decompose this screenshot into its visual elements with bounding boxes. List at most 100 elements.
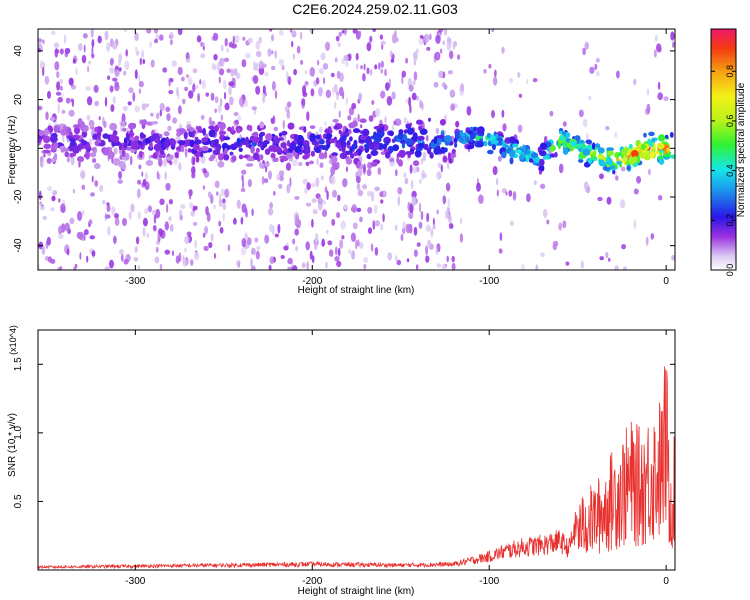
noise-cell [155,112,160,120]
colorbar-tick-label: 0.4 [725,164,735,177]
noise-cell [141,103,147,111]
ridge-cell [412,160,420,167]
ridge-cell [640,143,646,151]
noise-cell [654,34,658,42]
noise-cell [123,70,127,76]
noise-cell [351,204,358,213]
ridge-cell [405,123,411,129]
colorbar-tick-label: 0.8 [725,65,735,78]
noise-cell [165,182,171,191]
noise-cell [42,66,45,77]
ridge-cell [208,125,215,130]
noise-cell [311,218,314,228]
noise-cell [119,249,124,255]
noise-cell [47,256,52,263]
noise-cell [142,217,148,227]
noise-cell [309,250,313,260]
noise-cell [90,29,94,38]
ridge-cell [365,136,372,143]
ridge-cell [332,164,339,171]
noise-cell [154,38,158,44]
ridge-cell [398,149,406,158]
noise-cell [341,235,345,240]
ridge-cell [391,138,396,144]
noise-cell [255,250,260,260]
noise-cell [165,106,171,113]
snr-xlabel: Height of straight line (km) [298,586,415,597]
noise-cell [384,116,387,124]
noise-cell [291,30,297,38]
noise-cell [57,96,63,103]
noise-cell [314,232,319,243]
noise-cell [619,199,626,209]
ridge-cell [522,144,526,152]
noise-cell [304,81,309,86]
ridge-cell [353,151,359,157]
ridge-cell [534,157,540,163]
noise-cell [271,65,276,71]
ridge-cell [316,134,321,140]
noise-cell [39,205,45,211]
noise-cell [178,162,182,171]
ridge-cell [264,148,271,155]
ridge-cell [465,136,470,143]
noise-cell [406,258,410,263]
noise-cell [355,52,359,61]
spectrogram-frame [37,28,676,271]
noise-cell [374,64,378,70]
noise-cell [155,246,159,253]
ridge-cell [607,150,614,156]
noise-cell [40,161,43,167]
noise-cell [380,223,384,231]
noise-cell [277,223,281,234]
noise-cell [139,57,142,66]
noise-cell [336,90,340,97]
ridge-cell [303,126,307,133]
ridge-cell [325,133,332,140]
noise-cell [289,177,292,187]
ridge-cell [270,153,276,159]
ridge-cell [318,152,325,160]
ridge-cell [415,147,423,152]
noise-cell [448,214,452,224]
noise-cell [106,204,111,212]
noise-cell [648,168,651,176]
noise-cell [540,252,545,258]
ridge-cell [38,138,42,144]
ridge-cell [633,155,638,163]
noise-cell [295,245,299,252]
noise-cell [60,48,64,55]
noise-cell [240,216,244,225]
noise-cell [141,171,144,177]
noise-cell [171,60,177,67]
noise-cell [397,187,403,195]
ridge-cell [125,152,130,161]
noise-cell [169,224,174,232]
noise-cell [425,224,431,232]
ridge-cell [231,155,237,162]
ridge-cell [73,126,81,135]
ridge-cell [155,151,159,155]
noise-cell [192,221,198,226]
noise-cell [68,77,74,86]
noise-cell [192,68,198,74]
noise-cell [301,98,306,106]
noise-cell [418,202,422,213]
noise-cell [320,175,324,181]
noise-cell [271,81,276,91]
noise-cell [509,220,514,226]
ridge-cell [43,128,50,136]
noise-cell [234,35,240,43]
noise-cell [494,69,497,78]
ridge-cell [53,143,58,150]
noise-cell [466,106,472,116]
ridge-cell [80,121,86,129]
noise-cell [171,250,175,257]
noise-cell [401,70,406,78]
noise-cell [64,222,70,232]
noise-cell [91,38,95,48]
noise-cell [91,175,94,183]
noise-cell [370,68,373,76]
noise-cell [149,40,153,48]
noise-cell [234,119,239,125]
